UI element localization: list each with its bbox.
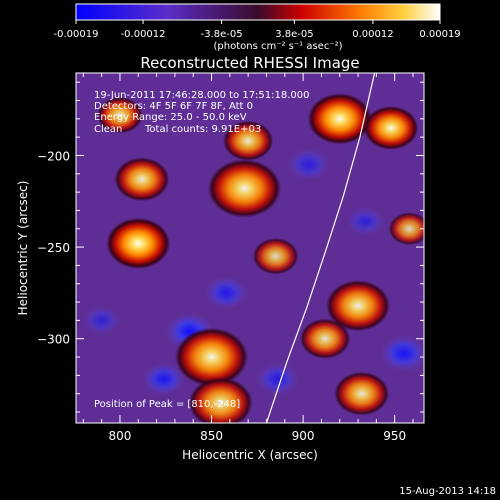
annotation-block: 19-Jun-2011 17:46:28.000 to 17:51:18.000… bbox=[94, 90, 310, 410]
colorbar-ticks: -0.00019 -0.00012 -3.8e-05 3.8e-05 0.00012 0.… bbox=[54, 20, 461, 40]
colorbar-tick-label: 3.8e-05 bbox=[275, 29, 313, 40]
y-tick-label: −200 bbox=[37, 149, 70, 163]
y-axis-label: Heliocentric Y (arcsec) bbox=[16, 181, 30, 316]
annotation-total-counts: Total counts: 9.91E+03 bbox=[144, 124, 261, 135]
plot-frame bbox=[75, 72, 425, 424]
plot-area bbox=[76, 73, 424, 423]
emission-source-blob bbox=[307, 93, 372, 145]
annotation-time-range: 19-Jun-2011 17:46:28.000 to 17:51:18.000 bbox=[94, 90, 310, 101]
emission-source-blob bbox=[326, 280, 391, 332]
emission-source-blob bbox=[334, 371, 390, 416]
emission-source-blob bbox=[188, 377, 253, 423]
x-axis-label: Heliocentric X (arcsec) bbox=[182, 448, 318, 462]
colorbar-unit-label: (photons cm⁻² s⁻¹ asec⁻²) bbox=[213, 41, 342, 52]
emission-source-blob bbox=[252, 237, 299, 275]
negative-source-blob bbox=[142, 362, 186, 396]
colorbar-tick-label: 0.00019 bbox=[419, 29, 460, 40]
colorbar-gradient bbox=[75, 3, 441, 21]
negative-source-blob bbox=[346, 206, 385, 237]
negative-source-blob bbox=[287, 148, 331, 182]
negative-source-blob bbox=[204, 276, 248, 310]
annotation-energy-range: Energy Range: 25.0 - 50.0 keV bbox=[94, 112, 247, 123]
y-tick-label: −250 bbox=[37, 241, 70, 255]
negative-source-blob bbox=[256, 362, 299, 396]
negative-sources bbox=[82, 148, 424, 396]
x-tick-label: 850 bbox=[200, 429, 223, 443]
x-tick-label: 950 bbox=[383, 429, 406, 443]
colorbar-tick-label: -0.00012 bbox=[121, 29, 166, 40]
emission-source-blob bbox=[207, 159, 282, 218]
emission-source-blob bbox=[174, 327, 249, 387]
emission-source-blob bbox=[222, 120, 274, 161]
emission-source-blob bbox=[388, 212, 424, 246]
negative-source-blob bbox=[82, 305, 121, 336]
x-axis: 800 850 900 950 bbox=[82, 73, 414, 443]
colorbar-tick-label: 0.00012 bbox=[352, 29, 393, 40]
annotation-peak-position: Position of Peak = [810,-248] bbox=[94, 399, 240, 410]
footer-timestamp: 15-Aug-2013 14:18 bbox=[399, 486, 496, 497]
annotation-algorithm: Clean bbox=[94, 124, 122, 135]
emission-source-blob bbox=[114, 157, 170, 202]
emission-source-blob bbox=[299, 318, 351, 359]
emission-source-blob bbox=[97, 96, 143, 134]
colorbar: -0.00019 -0.00012 -3.8e-05 3.8e-05 0.00012 0.… bbox=[54, 3, 461, 52]
y-axis: −200 −250 −300 bbox=[37, 81, 424, 413]
colorbar-tick-label: -0.00019 bbox=[54, 29, 99, 40]
chart-title: Reconstructed RHESSI Image bbox=[140, 54, 359, 72]
negative-source-blob bbox=[380, 335, 424, 372]
annotation-detectors: Detectors: 4F 5F 6F 7F 8F, Att 0 bbox=[94, 101, 253, 112]
solar-limb-line bbox=[265, 73, 376, 423]
colorbar-tick-label: -3.8e-05 bbox=[201, 29, 243, 40]
positive-sources bbox=[97, 93, 424, 423]
x-tick-label: 800 bbox=[109, 429, 132, 443]
emission-source-blob bbox=[106, 217, 171, 270]
y-tick-label: −300 bbox=[37, 333, 70, 347]
emission-source-blob bbox=[363, 105, 419, 150]
x-tick-label: 900 bbox=[292, 429, 315, 443]
